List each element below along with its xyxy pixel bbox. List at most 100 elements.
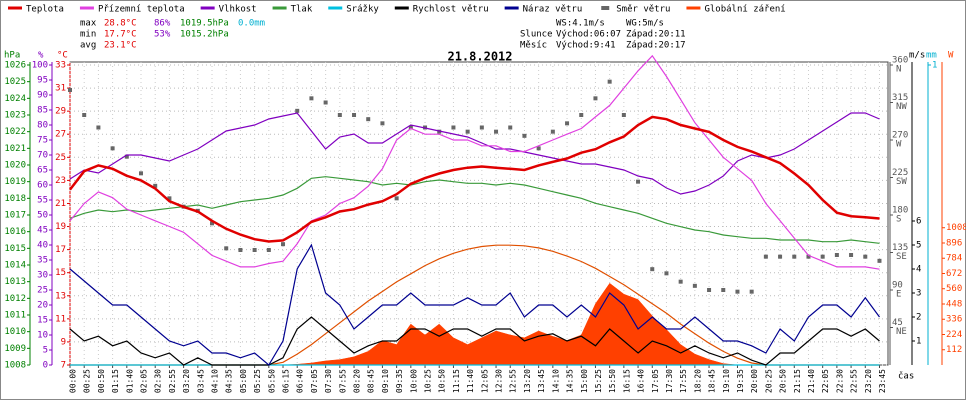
x-tick-label: 11:40 (466, 369, 475, 393)
y-tick-label: 50 (37, 211, 48, 221)
x-tick-label: 07:30 (324, 369, 333, 393)
y-tick-label: 13 (55, 291, 66, 301)
y-tick-label: 15 (37, 316, 48, 326)
y-tick-label: 135 (892, 243, 908, 253)
point (252, 248, 257, 252)
point (863, 254, 868, 259)
x-tick-label: 07:55 (338, 369, 347, 393)
y-tick-label: 1020 (4, 161, 26, 171)
y-tick-label: E (896, 290, 901, 300)
moon-label: Měsíc (520, 41, 547, 51)
y-tick-label: 9 (61, 337, 66, 347)
x-tick-label: 00:25 (83, 369, 92, 393)
point (210, 221, 215, 226)
x-tick-label: 19:10 (722, 369, 731, 393)
y-tick-label: 85 (37, 106, 48, 116)
x-tick-label: 07:05 (310, 369, 319, 393)
y-tick-label: 1019 (4, 177, 26, 187)
x-tick-label: 03:20 (182, 369, 191, 393)
x-tick-label: 05:25 (253, 369, 262, 393)
line (69, 316, 880, 366)
x-tick-label: 11:15 (452, 369, 461, 393)
y-tick-label: 1008 (4, 361, 26, 371)
y-tick-label: 1009 (4, 344, 26, 354)
x-tick-label: 02:55 (168, 369, 177, 393)
y-tick-label: 80 (37, 121, 48, 131)
point (636, 179, 641, 184)
y-tick-label: SE (896, 252, 907, 262)
x-tick-label: 04:10 (211, 369, 220, 393)
point (437, 129, 442, 134)
x-tick-label: 00:00 (69, 369, 78, 393)
x-tick-label: 02:05 (140, 369, 149, 393)
y-tick-label: 1 (916, 337, 921, 347)
x-tick-label: 21:15 (793, 369, 802, 393)
y-tick-label: 25 (55, 153, 66, 163)
x-tick-label: 14:35 (566, 369, 575, 393)
point (593, 96, 598, 101)
x-tick-label: 18:20 (693, 369, 702, 393)
x-tick-label: 01:15 (111, 369, 120, 393)
legend-label: Rychlost větru (413, 5, 489, 15)
y-tick-label: 75 (37, 136, 48, 146)
x-tick-label: 22:30 (835, 369, 844, 393)
x-tick-label: 10:00 (409, 369, 418, 393)
x-tick-label: 09:35 (395, 369, 404, 393)
line (69, 115, 880, 243)
axis-title: % (38, 51, 44, 61)
axis-title: mm (926, 51, 937, 61)
y-tick-label: 20 (37, 301, 48, 311)
y-tick-label: 7 (61, 361, 66, 371)
axis-title: °C (57, 51, 68, 61)
y-tick-label: 784 (946, 254, 962, 264)
point (394, 196, 399, 201)
legend-label: Tlak (291, 5, 313, 15)
point (834, 253, 839, 257)
stat-label: min (80, 30, 96, 40)
y-tick-label: 1023 (4, 111, 26, 121)
y-tick-label: W (896, 140, 902, 150)
point (792, 254, 797, 259)
x-axis-label: čas (898, 371, 914, 382)
y-tick-label: 1017 (4, 211, 26, 221)
y-tick-label: N (896, 65, 901, 75)
plot-area (69, 61, 889, 366)
moon-rise: Východ:9:41 (556, 41, 616, 51)
y-tick-label: 1 (932, 61, 937, 71)
x-tick-label: 22:55 (850, 369, 859, 393)
y-tick-label: 60 (37, 181, 48, 191)
y-tick-label: 30 (37, 271, 48, 281)
y-tick-label: 672 (946, 269, 962, 279)
y-tick-label: 336 (946, 315, 962, 325)
stat-temp: 28.8°C (104, 19, 137, 29)
stat-hum: 86% (154, 19, 171, 29)
x-tick-label: 12:05 (480, 369, 489, 393)
x-tick-label: 14:10 (551, 369, 560, 393)
y-tick-label: 1021 (4, 144, 26, 154)
point (323, 100, 328, 105)
point (82, 113, 87, 117)
x-tick-label: 21:40 (807, 369, 816, 393)
y-tick-label: 33 (55, 61, 66, 71)
point (380, 121, 385, 126)
point (721, 288, 726, 292)
stat-temp: 17.7°C (104, 30, 137, 40)
legend-label: Směr větru (616, 5, 670, 15)
point (153, 183, 158, 188)
point (124, 154, 129, 159)
y-tick-label: 70 (37, 151, 48, 161)
y-tick-label: 17 (55, 245, 66, 255)
point (266, 248, 271, 252)
y-tick-label: 15 (55, 268, 66, 278)
stat-rain: 0.0mm (238, 19, 265, 29)
chart-title: 21.8.2012 (447, 50, 512, 64)
stat-label: avg (80, 41, 96, 51)
point (352, 113, 357, 117)
point (238, 248, 243, 252)
y-tick-label: 27 (55, 130, 66, 140)
stat-press: 1015.2hPa (180, 30, 229, 40)
y-tick-label: 4 (916, 265, 921, 275)
x-tick-label: 03:45 (196, 369, 205, 393)
y-tick-label: 180 (892, 206, 908, 216)
x-tick-label: 02:30 (154, 369, 163, 393)
